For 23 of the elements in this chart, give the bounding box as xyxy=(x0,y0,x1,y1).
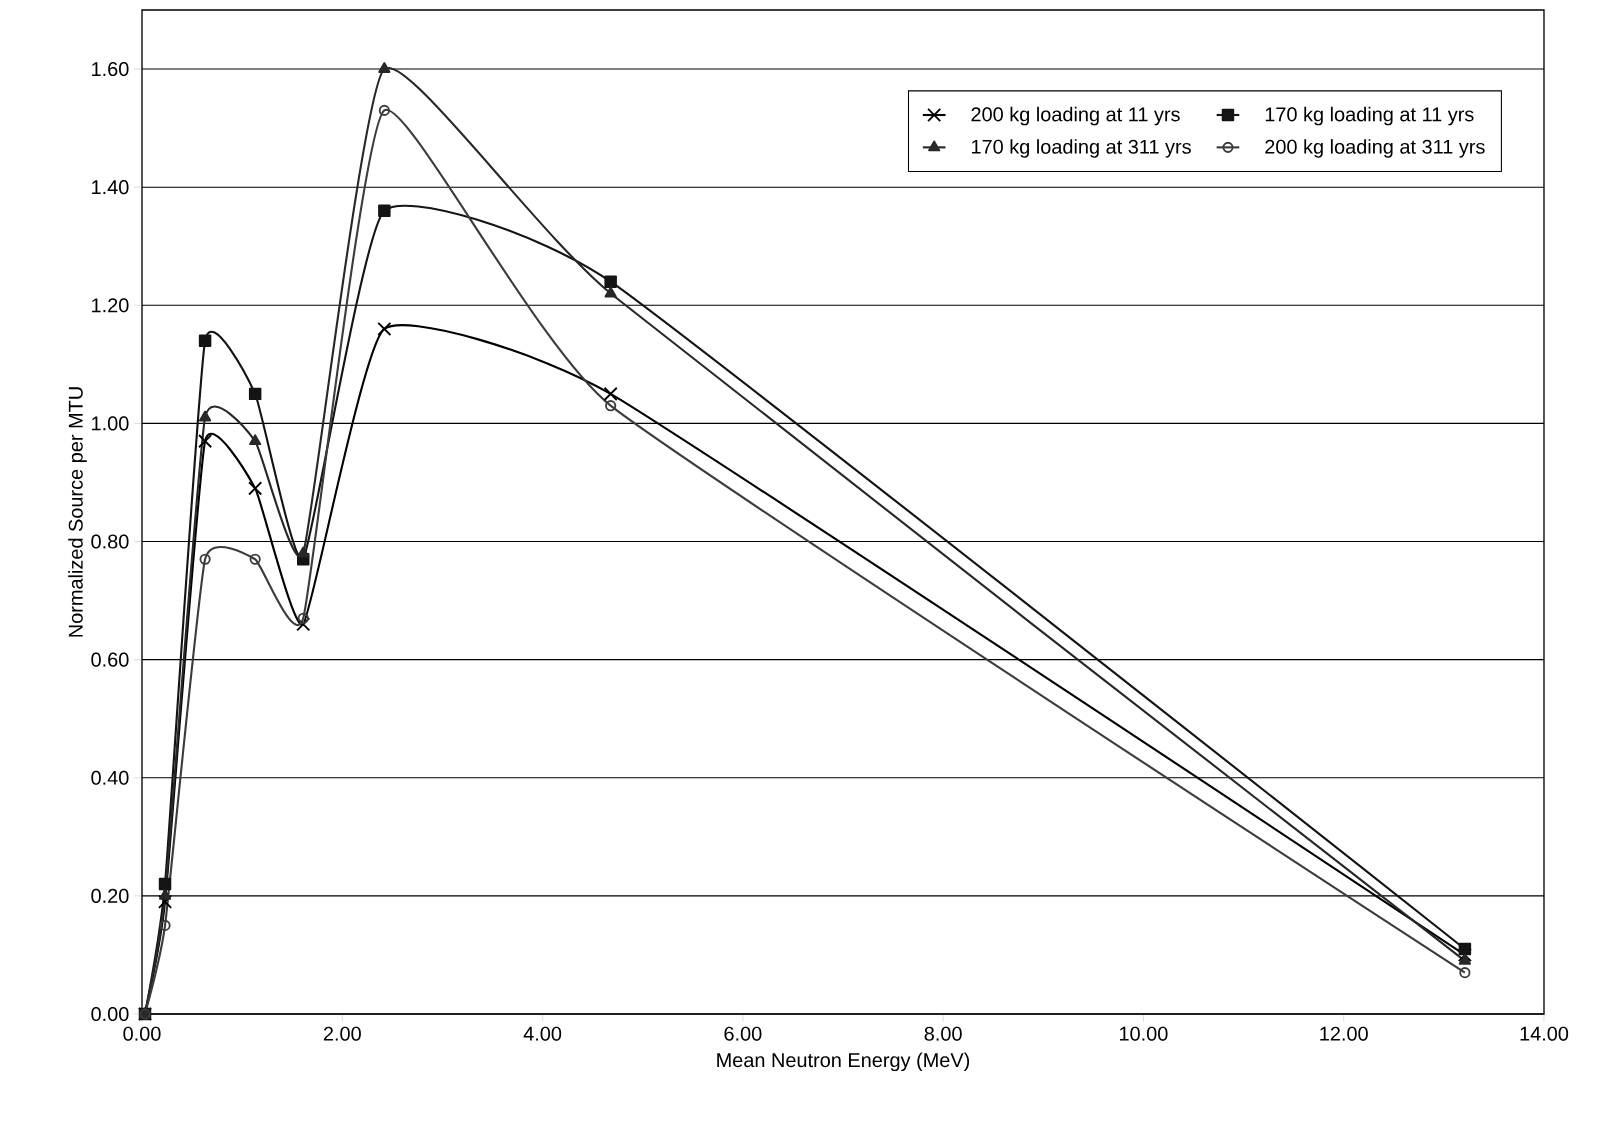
legend-label: 170 kg loading at 311 yrs xyxy=(972,139,1191,158)
legend-label: 200 kg loading at 311 yrs xyxy=(1265,139,1485,158)
y-tick-label: 1.40 xyxy=(92,180,129,195)
y-tick-label: 1.20 xyxy=(92,298,129,313)
x-tick-label: 10.00 xyxy=(1120,1026,1168,1041)
y-tick-label: 0.20 xyxy=(91,888,129,903)
y-tick-label: 1.60 xyxy=(92,61,129,77)
y-tick-label: 0.40 xyxy=(91,770,129,785)
legend-label: 170 kg loading at 11 yrs xyxy=(1265,106,1474,126)
x-tick-label: 8.00 xyxy=(924,1026,962,1041)
x-tick-label: 2.00 xyxy=(323,1026,361,1041)
x-axis-title: Mean Neutron Energy (MeV) xyxy=(717,1052,970,1072)
x-tick-label: 14.00 xyxy=(1520,1026,1569,1041)
x-tick-label: 12.00 xyxy=(1320,1026,1368,1041)
y-tick-label: 0.80 xyxy=(91,534,129,549)
y-tick-label: 0.60 xyxy=(91,652,129,667)
x-tick-label: 6.00 xyxy=(724,1026,762,1041)
y-tick-label: 1.00 xyxy=(92,416,129,431)
y-tick-label: 0.00 xyxy=(91,1006,129,1022)
y-axis-title: Normalized Source per MTU xyxy=(68,387,87,637)
x-tick-label: 4.00 xyxy=(523,1026,562,1041)
x-tick-label: 0.00 xyxy=(123,1026,161,1041)
legend-label: 200 kg loading at 11 yrs xyxy=(971,106,1180,126)
